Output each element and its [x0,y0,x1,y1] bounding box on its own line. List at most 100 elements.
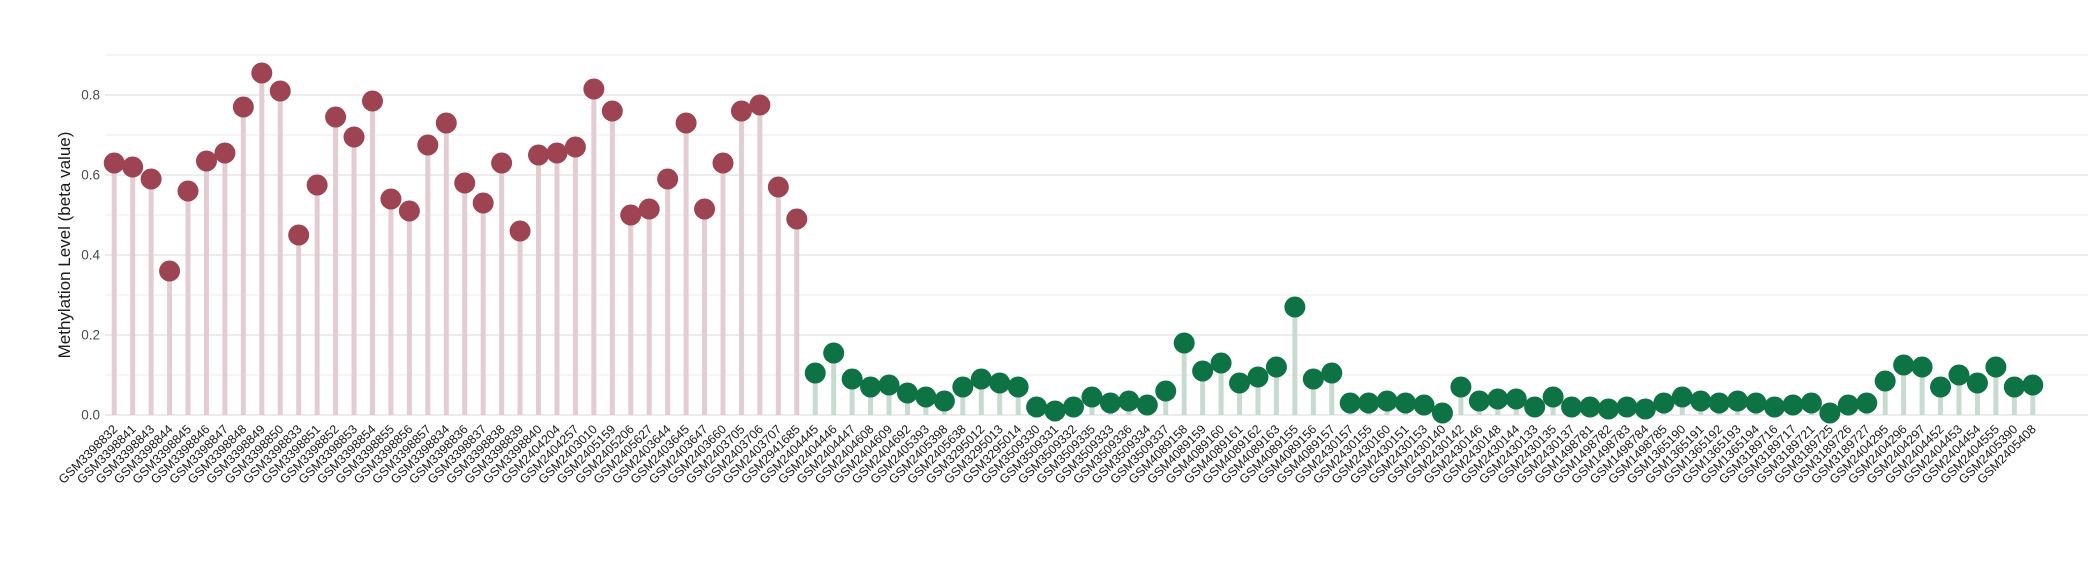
lollipop-dot [1044,400,1066,422]
lollipop-dot [564,136,586,158]
lollipop-dot [1911,356,1933,378]
lollipop-dot [896,382,918,404]
lollipop-dot [1524,396,1546,418]
lollipop-dot [1671,386,1693,408]
lollipop-dot [1616,396,1638,418]
lollipop-dot [860,376,882,398]
lollipop-dot [1431,402,1453,424]
lollipop-dot [823,342,845,364]
lollipop-dot [1468,390,1490,412]
lollipop-dot [786,208,808,230]
lollipop-dots [103,62,2044,424]
lollipop-dot [1893,354,1915,376]
lollipop-dot [952,376,974,398]
lollipop-dot [1173,332,1195,354]
lollipop-dot [878,374,900,396]
lollipop-stems [111,73,2036,415]
lollipop-dot [1653,392,1675,414]
lollipop-dot [103,152,125,174]
lollipop-dot [1413,394,1435,416]
lollipop-dot [380,188,402,210]
lollipop-dot [1561,396,1583,418]
lollipop-dot [325,106,347,128]
lollipop-dot [1376,390,1398,412]
lollipop-dot [1764,396,1786,418]
lollipop-dot [159,260,181,282]
y-tick-label: 0.4 [81,248,100,263]
lollipop-dot [1265,356,1287,378]
lollipop-dot [2022,374,2044,396]
lollipop-dot [1782,394,1804,416]
lollipop-dot [1579,396,1601,418]
lollipop-dot [1800,392,1822,414]
lollipop-dot [1339,392,1361,414]
lollipop-dot [1099,392,1121,414]
lollipop-dot [1229,372,1251,394]
lollipop-dot [232,96,254,118]
lollipop-dot [1192,360,1214,382]
lollipop-dot [1966,372,1988,394]
y-tick-label: 0.2 [81,328,100,343]
lollipop-dot [435,112,457,134]
y-tick-label: 0.0 [81,408,100,423]
lollipop-dot [269,80,291,102]
lollipop-dot [2003,376,2025,398]
y-axis-title: Methylation Level (beta value) [55,132,74,359]
lollipop-dot [601,100,623,122]
lollipop-dot [1690,390,1712,412]
lollipop-dot [1837,394,1859,416]
lollipop-dot [1210,352,1232,374]
lollipop-dot [1136,394,1158,416]
lollipop-dot [454,172,476,194]
lollipop-dot [1450,376,1472,398]
lollipop-dot [1284,296,1306,318]
lollipop-dot [1856,392,1878,414]
lollipop-dot [140,168,162,190]
lollipop-dot [841,368,863,390]
lollipop-dot [1948,364,1970,386]
lollipop-dot [398,200,420,222]
lollipop-dot [767,176,789,198]
lollipop-dot [1118,390,1140,412]
lollipop-dot [1708,392,1730,414]
gridlines [105,54,2088,416]
lollipop-dot [749,94,771,116]
lollipop-dot [491,152,513,174]
lollipop-dot [343,126,365,148]
lollipop-dot [1358,392,1380,414]
lollipop-dot [583,78,605,100]
lollipop-dot [1247,366,1269,388]
lollipop-dot [1634,398,1656,420]
lollipop-dot [1874,370,1896,392]
lollipop-dot [1302,368,1324,390]
lollipop-dot [1745,392,1767,414]
lollipop-dot [214,142,236,164]
lollipop-dot [472,192,494,214]
lollipop-dot [195,150,217,172]
lollipop-dot [1985,356,2007,378]
lollipop-dot [306,174,328,196]
lollipop-dot [546,142,568,164]
y-tick-label: 0.8 [81,88,100,103]
lollipop-dot [1930,376,1952,398]
lollipop-dot [1505,388,1527,410]
x-tick-labels: GSM3398832GSM3398841GSM3398843GSM3398844… [56,422,2039,486]
y-tick-label: 0.6 [81,168,100,183]
lollipop-dot [1542,386,1564,408]
lollipop-dot [970,368,992,390]
lollipop-dot [1081,386,1103,408]
lollipop-dot [528,144,550,166]
lollipop-dot [1395,392,1417,414]
lollipop-dot [933,390,955,412]
lollipop-dot [804,362,826,384]
lollipop-dot [509,220,531,242]
y-tick-labels: 0.0 0.2 0.4 0.6 0.8 [81,88,100,423]
lollipop-dot [638,198,660,220]
lollipop-dot [1597,398,1619,420]
lollipop-dot [1819,402,1841,424]
lollipop-dot [361,90,383,112]
lollipop-dot [1155,380,1177,402]
lollipop-dot [675,112,697,134]
